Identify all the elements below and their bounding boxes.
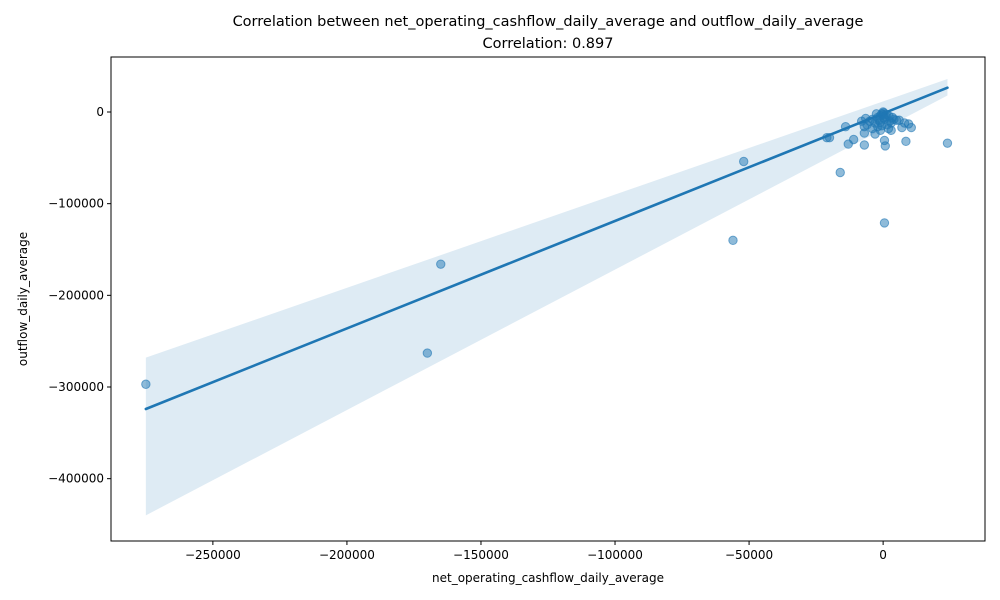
x-tick-label: 0: [879, 548, 887, 562]
data-point: [436, 259, 446, 269]
x-tick-label: −200000: [319, 548, 375, 562]
y-axis-ticks: 0 −100000 −200000 −300000 −400000: [48, 105, 111, 486]
y-tick-label: −400000: [48, 472, 104, 486]
x-tick-label: −100000: [587, 548, 643, 562]
data-point: [879, 218, 890, 228]
data-point: [880, 141, 890, 151]
data-point: [141, 379, 151, 389]
x-tick-label: −50000: [725, 548, 773, 562]
plot-area: [141, 79, 953, 516]
y-tick-label: −100000: [48, 197, 104, 211]
chart-title: Correlation between net_operating_cashfl…: [233, 14, 864, 30]
data-point: [835, 167, 845, 178]
data-point: [901, 136, 911, 147]
data-point: [886, 118, 896, 128]
x-tick-label: −150000: [453, 548, 509, 562]
data-point: [867, 123, 878, 134]
data-point: [422, 348, 433, 358]
axes-frame: [110, 56, 986, 542]
data-points: [141, 107, 953, 389]
y-tick-label: 0: [96, 105, 104, 119]
data-point: [906, 122, 916, 133]
data-point: [848, 134, 859, 145]
data-point: [739, 156, 749, 167]
regression-line: [144, 86, 949, 411]
x-axis-ticks: −250000 −200000 −150000 −100000 −50000 0: [185, 541, 887, 562]
chart-subtitle: Correlation: 0.897: [483, 36, 614, 52]
x-axis-label: net_operating_cashflow_daily_average: [432, 571, 664, 585]
x-tick-label: −250000: [185, 548, 241, 562]
y-axis-label: outflow_daily_average: [16, 232, 30, 366]
y-tick-label: −300000: [48, 380, 104, 394]
y-tick-label: −200000: [48, 288, 104, 302]
data-point: [942, 138, 953, 148]
data-point: [859, 140, 870, 150]
data-point: [728, 235, 738, 246]
confidence-band: [145, 79, 948, 516]
